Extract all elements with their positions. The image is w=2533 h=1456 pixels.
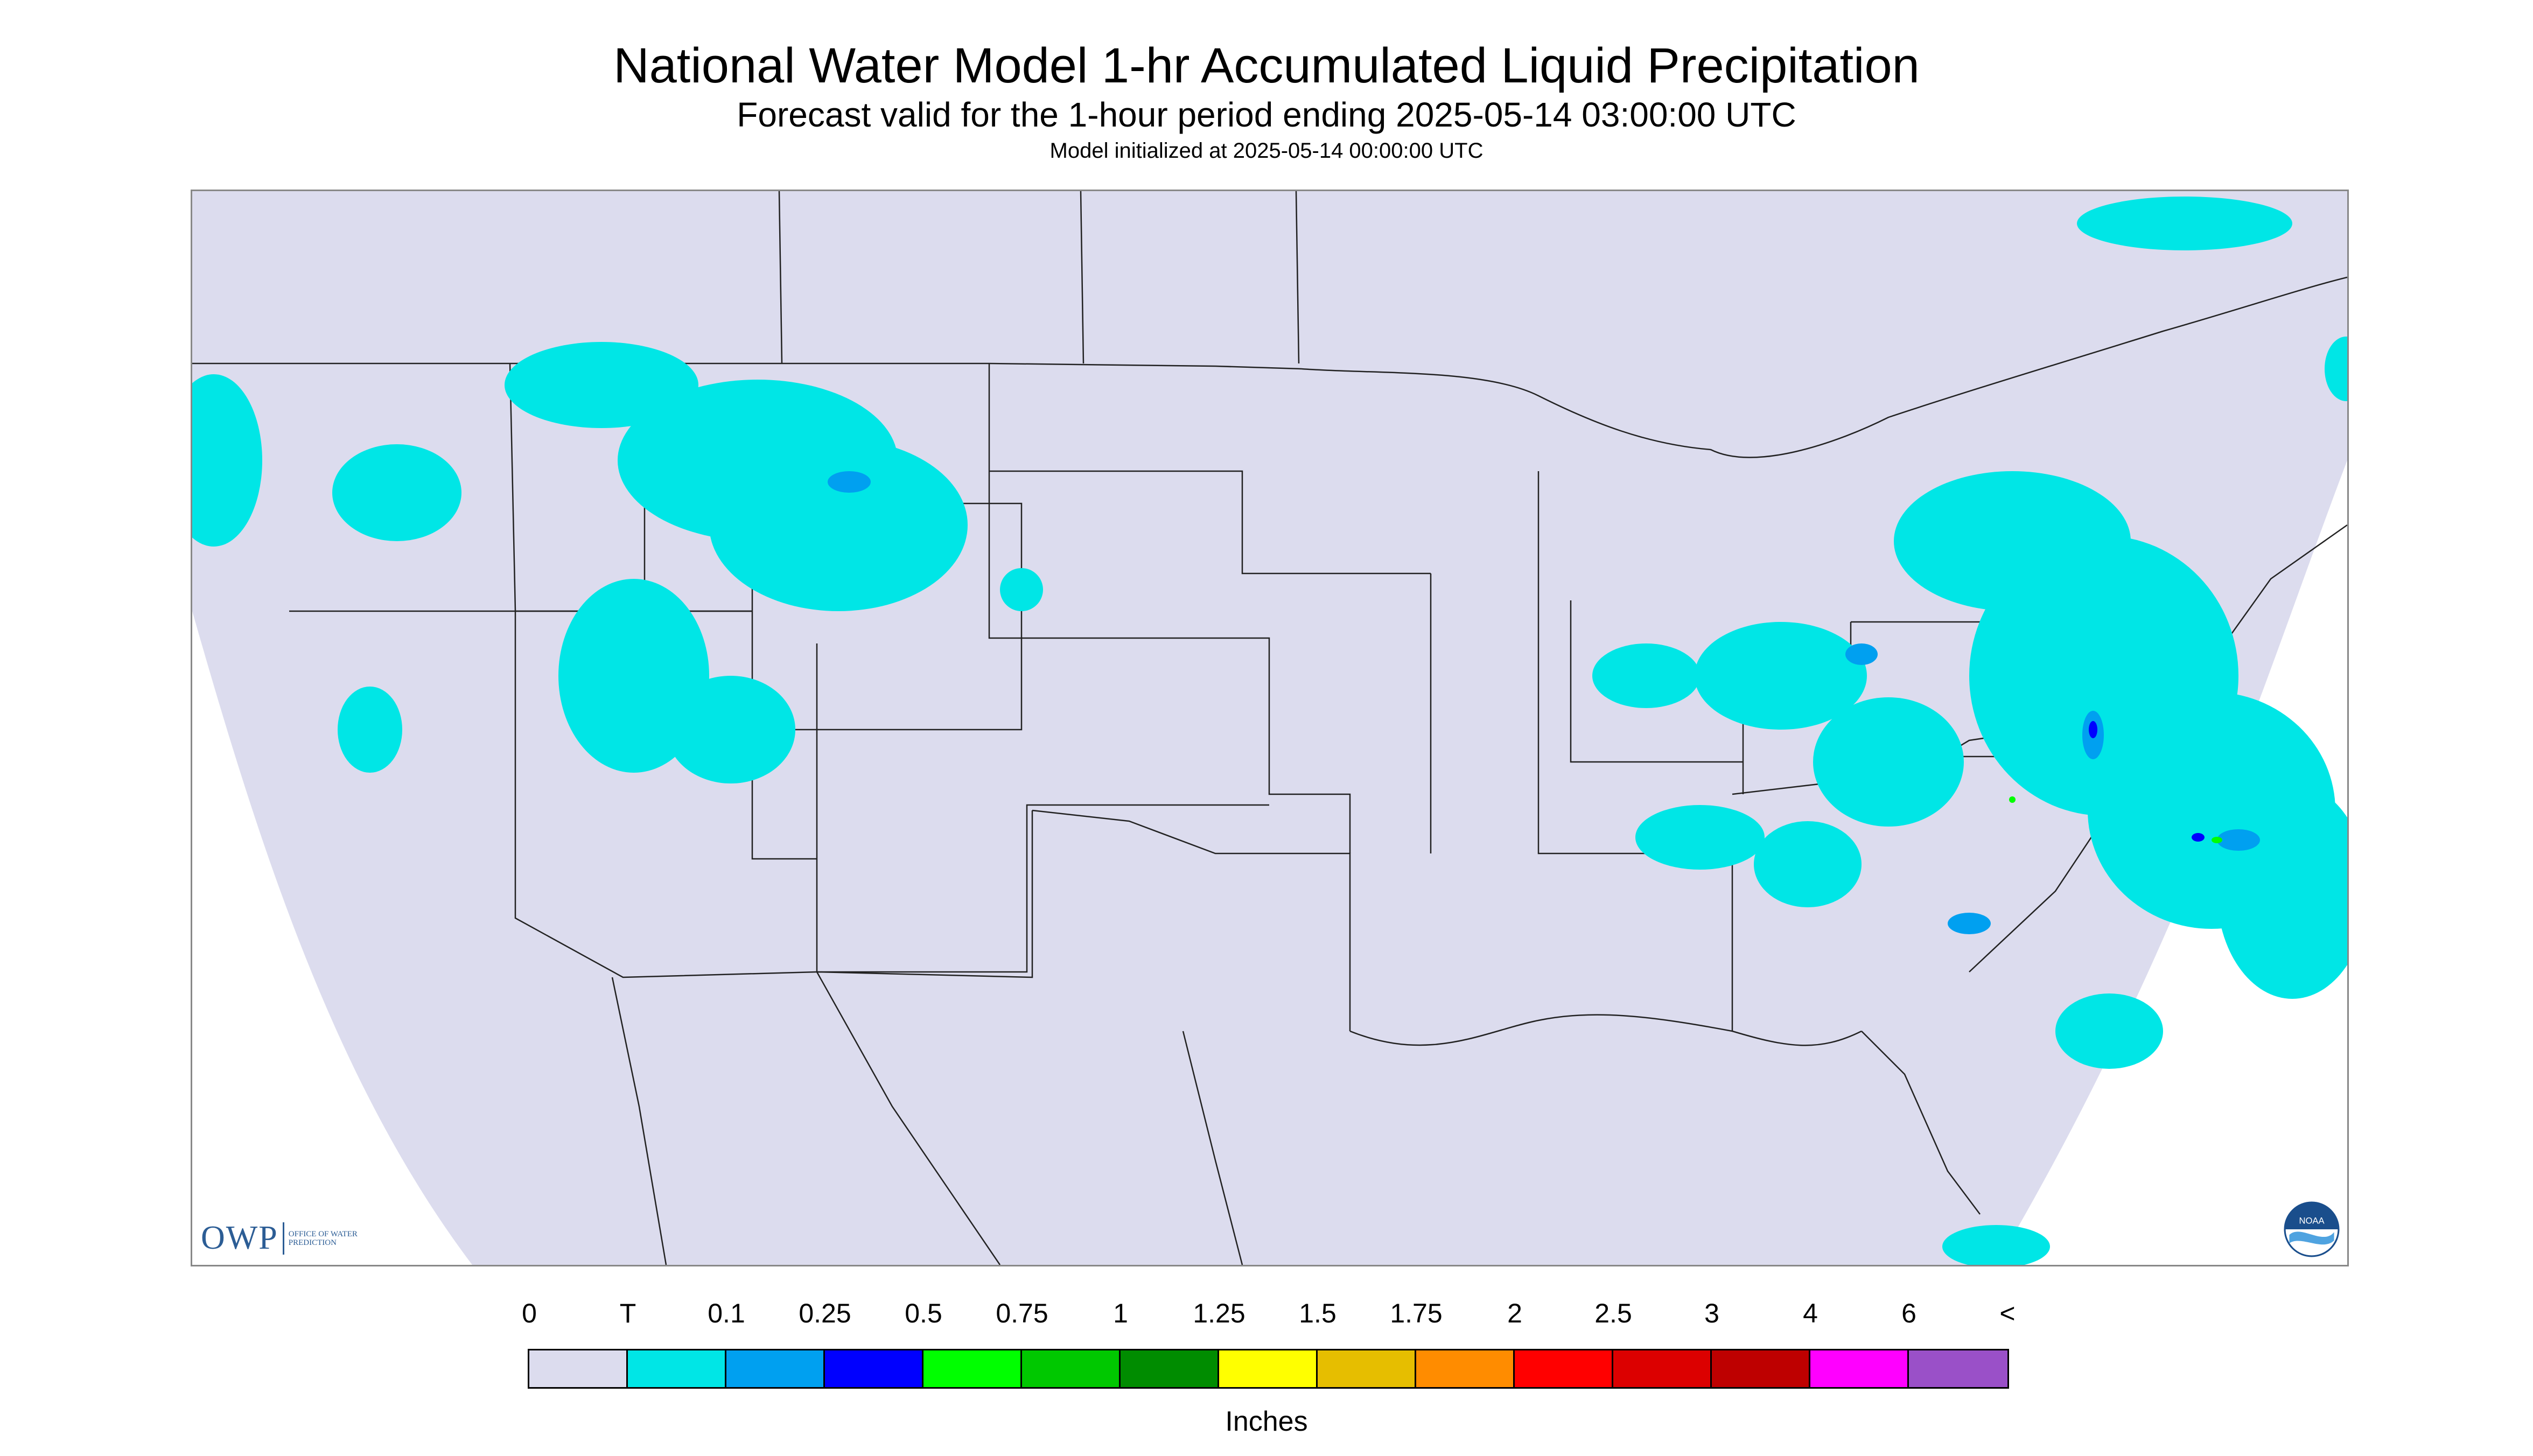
colorado-nm	[816, 643, 1269, 973]
legend-tick-label: 0.5	[905, 1298, 942, 1328]
map-frame: OWP Office of Water Prediction NOAA	[191, 190, 2349, 1266]
legend-tick-label: 1.75	[1390, 1298, 1443, 1328]
legend-units-label: Inches	[1225, 1406, 1308, 1437]
precip-area-indiana	[1695, 622, 1867, 730]
legend-tick-label: 0	[522, 1298, 537, 1328]
montana-border	[778, 191, 783, 364]
legend-swatch	[1909, 1350, 2007, 1387]
legend-tick-label: 1.5	[1299, 1298, 1337, 1328]
legend-tick-label: T	[619, 1298, 636, 1328]
texas-nw	[816, 810, 1033, 978]
legend-tick-label: 4	[1803, 1298, 1818, 1328]
mexico-border-west	[611, 977, 667, 1265]
legend-swatch	[825, 1350, 923, 1387]
precip-area-nw-coast	[192, 374, 262, 547]
gulf-coast	[1349, 1014, 1862, 1046]
precip-area-nebraska	[1000, 568, 1043, 611]
precip-area-light-ohio	[1845, 643, 1878, 665]
legend-swatch	[1022, 1350, 1121, 1387]
mn-border	[1295, 191, 1300, 364]
precip-heavy-areas	[2009, 796, 2222, 843]
precip-moderate-areas	[2089, 721, 2205, 842]
legend-swatch	[1810, 1350, 1909, 1387]
precip-area-moderate-va	[2089, 721, 2097, 738]
nevada-arizona	[514, 611, 817, 978]
precip-area-kentucky	[1813, 697, 1964, 827]
owp-logo: OWP Office of Water Prediction	[201, 1219, 359, 1257]
legend-tick-label: 2.5	[1594, 1298, 1632, 1328]
legend-swatch	[1121, 1350, 1219, 1387]
legend-swatch	[1318, 1350, 1416, 1387]
legend-swatch	[1416, 1350, 1515, 1387]
forecast-valid-subtitle: Forecast valid for the 1-hour period end…	[737, 95, 1796, 134]
precip-area-light-wyoming	[828, 471, 871, 493]
legend-tick-labels: 0 T 0.1 0.25 0.5 0.75 1 1.25 1.5 1.75 2 2.5 3 4 6 <	[0, 1298, 2533, 1330]
mexico-interior	[1182, 1031, 1243, 1265]
legend-swatch	[923, 1350, 1022, 1387]
legend-swatch	[1219, 1350, 1318, 1387]
precip-area-cuba	[1942, 1225, 2050, 1265]
out-of-domain-left	[192, 611, 472, 1265]
nd-border	[1080, 191, 1084, 364]
precip-area-tennessee	[1635, 805, 1765, 870]
legend-tick-label: <	[1999, 1298, 2016, 1328]
noaa-logo-text: NOAA	[2299, 1216, 2325, 1226]
precip-area-east-canada	[2325, 337, 2347, 401]
precip-area-moderate-offshore	[2192, 833, 2205, 842]
legend-tick-label: 0.25	[799, 1298, 851, 1328]
il-in-border	[1537, 471, 1733, 1031]
precip-area-utah	[666, 676, 795, 783]
noaa-logo: NOAA	[2284, 1201, 2340, 1257]
model-init-line: Model initialized at 2025-05-14 00:00:00…	[1049, 139, 1484, 163]
precip-area-idaho-north	[505, 342, 698, 428]
precip-area-illinois	[1592, 643, 1700, 708]
precip-area-light-offshore	[2217, 829, 2260, 851]
mexico-border-mid	[816, 971, 1001, 1265]
precip-area-oregon	[332, 444, 461, 541]
legend-tick-label: 1.25	[1193, 1298, 1245, 1328]
precip-area-bahamas	[2055, 993, 2163, 1069]
precip-area-heavy-offshore	[2212, 837, 2222, 843]
precip-area-heavy-nc	[2009, 796, 2016, 803]
legend-swatch	[628, 1350, 726, 1387]
legend-swatch	[1515, 1350, 1613, 1387]
map-title: National Water Model 1-hr Accumulated Li…	[613, 38, 1920, 93]
precip-area-quebec	[2077, 197, 2292, 250]
precip-trace-areas	[192, 197, 2347, 1265]
out-of-domain-right	[1996, 460, 2347, 1265]
legend-swatch	[529, 1350, 628, 1387]
owp-logo-separator	[282, 1222, 284, 1255]
legend-tick-label: 2	[1507, 1298, 1522, 1328]
owp-logo-text: OWP	[201, 1220, 278, 1256]
legend-swatch	[1613, 1350, 1712, 1387]
precip-light-areas	[828, 471, 2260, 934]
great-lakes-border	[1301, 276, 2347, 458]
precip-area-light-sc	[1948, 913, 1991, 934]
precipitation-map	[192, 191, 2347, 1265]
legend-tick-label: 0.1	[708, 1298, 745, 1328]
legend-swatch	[726, 1350, 825, 1387]
legend-tick-label: 1	[1113, 1298, 1128, 1328]
florida-coast	[1861, 1031, 1981, 1215]
indiana-ohio	[1570, 600, 1743, 763]
legend-colorbar	[528, 1349, 2009, 1389]
legend-tick-label: 0.75	[996, 1298, 1048, 1328]
precip-area-ca	[338, 687, 402, 773]
plains-borders	[988, 363, 1351, 853]
legend-tick-label: 6	[1901, 1298, 1916, 1328]
precip-area-wyoming	[709, 439, 968, 611]
texas-ok	[1032, 809, 1351, 1031]
legend-tick-label: 3	[1704, 1298, 1719, 1328]
sd-ne	[989, 470, 1431, 575]
legend-swatch	[1712, 1350, 1810, 1387]
precip-area-georgia	[1754, 821, 1862, 907]
owp-logo-subtext: Office of Water Prediction	[288, 1229, 358, 1247]
